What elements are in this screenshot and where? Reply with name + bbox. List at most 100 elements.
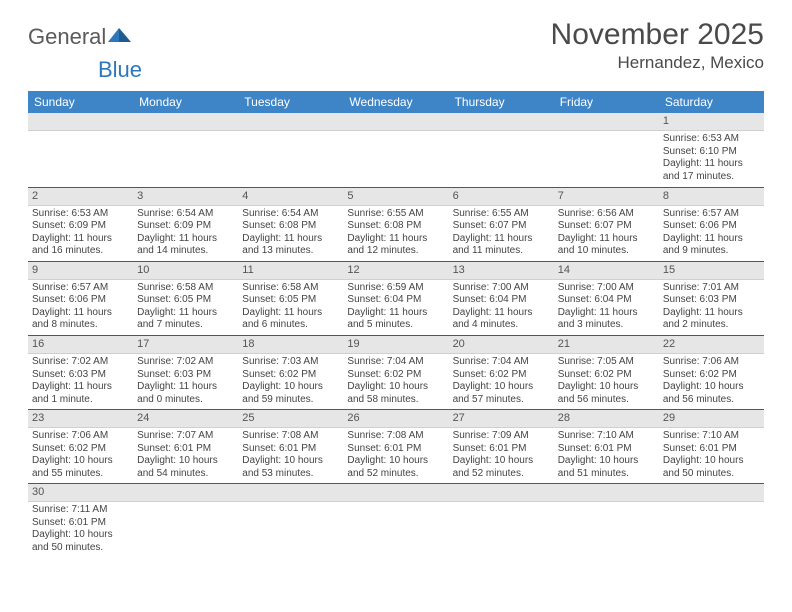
calendar-cell: 7Sunrise: 6:56 AMSunset: 6:07 PMDaylight… [554,187,659,261]
day-number: 4 [238,188,343,206]
sunset-text: Sunset: 6:09 PM [32,220,129,233]
sunset-text: Sunset: 6:04 PM [453,294,550,307]
day-details: Sunrise: 6:56 AMSunset: 6:07 PMDaylight:… [554,206,659,261]
day-number: 14 [554,262,659,280]
sunset-text: Sunset: 6:07 PM [558,220,655,233]
day-number: 30 [28,484,133,502]
page: General November 2025 Hernandez, Mexico … [0,0,792,558]
day-details: Sunrise: 7:04 AMSunset: 6:02 PMDaylight:… [343,354,448,409]
calendar-cell: 23Sunrise: 7:06 AMSunset: 6:02 PMDayligh… [28,410,133,484]
sunrise-text: Sunrise: 7:08 AM [242,430,339,443]
calendar-head: Sunday Monday Tuesday Wednesday Thursday… [28,91,764,113]
day-details: Sunrise: 7:02 AMSunset: 6:03 PMDaylight:… [133,354,238,409]
day-details: Sunrise: 7:08 AMSunset: 6:01 PMDaylight:… [343,428,448,483]
calendar-cell: 28Sunrise: 7:10 AMSunset: 6:01 PMDayligh… [554,410,659,484]
day-number-empty [554,113,659,131]
sunset-text: Sunset: 6:02 PM [663,369,760,382]
day-number: 19 [343,336,448,354]
day-details: Sunrise: 6:58 AMSunset: 6:05 PMDaylight:… [133,280,238,335]
day-number: 5 [343,188,448,206]
logo-icon [108,24,132,50]
sunrise-text: Sunrise: 7:02 AM [32,356,129,369]
daylight-text: Daylight: 10 hours and 57 minutes. [453,381,550,406]
day-details: Sunrise: 6:54 AMSunset: 6:08 PMDaylight:… [238,206,343,261]
daylight-text: Daylight: 11 hours and 2 minutes. [663,307,760,332]
sunrise-text: Sunrise: 6:58 AM [137,282,234,295]
day-details: Sunrise: 7:00 AMSunset: 6:04 PMDaylight:… [449,280,554,335]
sunrise-text: Sunrise: 7:07 AM [137,430,234,443]
daylight-text: Daylight: 10 hours and 52 minutes. [453,455,550,480]
calendar-cell [659,484,764,558]
calendar-cell: 30Sunrise: 7:11 AMSunset: 6:01 PMDayligh… [28,484,133,558]
sunset-text: Sunset: 6:01 PM [347,443,444,456]
calendar-week: 30Sunrise: 7:11 AMSunset: 6:01 PMDayligh… [28,484,764,558]
daylight-text: Daylight: 11 hours and 12 minutes. [347,233,444,258]
day-number-empty [659,484,764,502]
sunrise-text: Sunrise: 6:55 AM [453,208,550,221]
day-details: Sunrise: 6:55 AMSunset: 6:07 PMDaylight:… [449,206,554,261]
sunset-text: Sunset: 6:03 PM [32,369,129,382]
day-number-empty [343,113,448,131]
day-number-empty [343,484,448,502]
day-number: 15 [659,262,764,280]
calendar-cell: 25Sunrise: 7:08 AMSunset: 6:01 PMDayligh… [238,410,343,484]
daylight-text: Daylight: 10 hours and 58 minutes. [347,381,444,406]
sunset-text: Sunset: 6:01 PM [32,517,129,530]
sunrise-text: Sunrise: 7:11 AM [32,504,129,517]
sunrise-text: Sunrise: 7:10 AM [663,430,760,443]
daylight-text: Daylight: 11 hours and 0 minutes. [137,381,234,406]
calendar-cell: 5Sunrise: 6:55 AMSunset: 6:08 PMDaylight… [343,187,448,261]
calendar-cell [449,113,554,187]
day-details: Sunrise: 6:55 AMSunset: 6:08 PMDaylight:… [343,206,448,261]
sunset-text: Sunset: 6:01 PM [242,443,339,456]
calendar-cell [28,113,133,187]
day-number: 1 [659,113,764,131]
calendar-cell: 10Sunrise: 6:58 AMSunset: 6:05 PMDayligh… [133,261,238,335]
calendar-cell: 3Sunrise: 6:54 AMSunset: 6:09 PMDaylight… [133,187,238,261]
calendar-week: 16Sunrise: 7:02 AMSunset: 6:03 PMDayligh… [28,335,764,409]
day-number: 6 [449,188,554,206]
daylight-text: Daylight: 11 hours and 4 minutes. [453,307,550,332]
day-number: 27 [449,410,554,428]
sunset-text: Sunset: 6:03 PM [137,369,234,382]
day-details: Sunrise: 7:07 AMSunset: 6:01 PMDaylight:… [133,428,238,483]
daylight-text: Daylight: 11 hours and 10 minutes. [558,233,655,258]
daylight-text: Daylight: 10 hours and 56 minutes. [663,381,760,406]
day-number: 29 [659,410,764,428]
sunrise-text: Sunrise: 6:58 AM [242,282,339,295]
sunset-text: Sunset: 6:08 PM [242,220,339,233]
sunset-text: Sunset: 6:06 PM [663,220,760,233]
day-number: 26 [343,410,448,428]
daylight-text: Daylight: 10 hours and 56 minutes. [558,381,655,406]
daylight-text: Daylight: 10 hours and 50 minutes. [663,455,760,480]
day-details: Sunrise: 7:04 AMSunset: 6:02 PMDaylight:… [449,354,554,409]
day-details: Sunrise: 7:10 AMSunset: 6:01 PMDaylight:… [659,428,764,483]
weekday-header: Wednesday [343,91,448,113]
calendar-cell: 24Sunrise: 7:07 AMSunset: 6:01 PMDayligh… [133,410,238,484]
sunset-text: Sunset: 6:02 PM [558,369,655,382]
sunset-text: Sunset: 6:01 PM [453,443,550,456]
sunrise-text: Sunrise: 6:54 AM [242,208,339,221]
month-title: November 2025 [551,18,764,51]
day-number-empty [133,484,238,502]
day-details: Sunrise: 6:59 AMSunset: 6:04 PMDaylight:… [343,280,448,335]
calendar-cell [133,484,238,558]
sunrise-text: Sunrise: 7:02 AM [137,356,234,369]
day-details: Sunrise: 7:02 AMSunset: 6:03 PMDaylight:… [28,354,133,409]
weekday-header: Saturday [659,91,764,113]
day-details: Sunrise: 6:57 AMSunset: 6:06 PMDaylight:… [659,206,764,261]
weekday-header: Monday [133,91,238,113]
weekday-row: Sunday Monday Tuesday Wednesday Thursday… [28,91,764,113]
sunset-text: Sunset: 6:02 PM [32,443,129,456]
day-number: 23 [28,410,133,428]
day-number-empty [449,113,554,131]
day-number: 17 [133,336,238,354]
calendar-cell: 12Sunrise: 6:59 AMSunset: 6:04 PMDayligh… [343,261,448,335]
sunset-text: Sunset: 6:03 PM [663,294,760,307]
day-details: Sunrise: 7:00 AMSunset: 6:04 PMDaylight:… [554,280,659,335]
sunset-text: Sunset: 6:02 PM [242,369,339,382]
day-number: 3 [133,188,238,206]
day-details: Sunrise: 7:11 AMSunset: 6:01 PMDaylight:… [28,502,133,557]
sunrise-text: Sunrise: 7:03 AM [242,356,339,369]
calendar-cell [238,113,343,187]
